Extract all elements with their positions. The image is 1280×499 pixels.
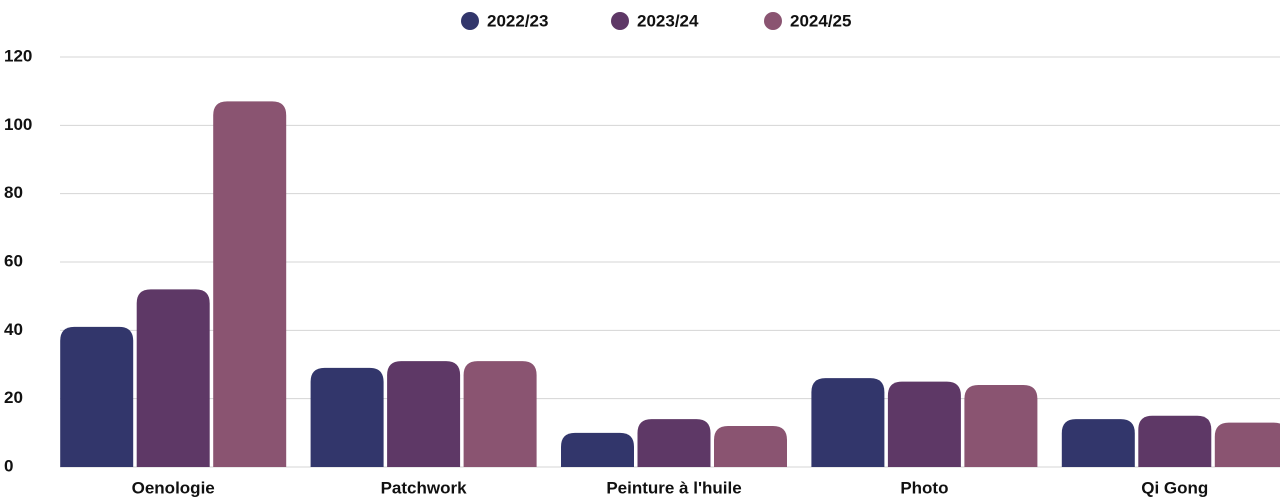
bar	[887, 381, 961, 467]
bar	[964, 385, 1038, 467]
x-tick-label: Oenologie	[132, 478, 215, 497]
x-tick-label: Qi Gong	[1141, 478, 1208, 497]
legend-label: 2023/24	[637, 11, 699, 30]
y-tick-label: 0	[4, 456, 13, 475]
y-tick-label: 120	[4, 46, 32, 65]
x-tick-label: Photo	[900, 478, 948, 497]
bar	[1061, 419, 1135, 467]
bar	[1138, 415, 1212, 467]
bar	[387, 361, 461, 467]
legend-swatch	[764, 12, 782, 30]
x-tick-label: Patchwork	[381, 478, 468, 497]
legend-label: 2024/25	[790, 11, 851, 30]
bar	[637, 419, 711, 467]
bar	[310, 367, 384, 467]
y-tick-label: 20	[4, 388, 23, 407]
bar	[561, 432, 634, 467]
bar	[1214, 422, 1280, 467]
bar	[136, 289, 210, 467]
bar	[463, 361, 537, 467]
bar	[811, 378, 885, 467]
y-tick-label: 60	[4, 251, 23, 270]
legend-swatch	[611, 12, 629, 30]
bar	[714, 426, 787, 467]
y-tick-label: 40	[4, 320, 23, 339]
y-tick-label: 100	[4, 115, 32, 134]
bar	[60, 326, 134, 467]
legend-swatch	[461, 12, 479, 30]
legend-label: 2022/23	[487, 11, 548, 30]
x-tick-label: Peinture à l'huile	[606, 478, 741, 497]
y-tick-label: 80	[4, 183, 23, 202]
bar	[213, 101, 287, 468]
